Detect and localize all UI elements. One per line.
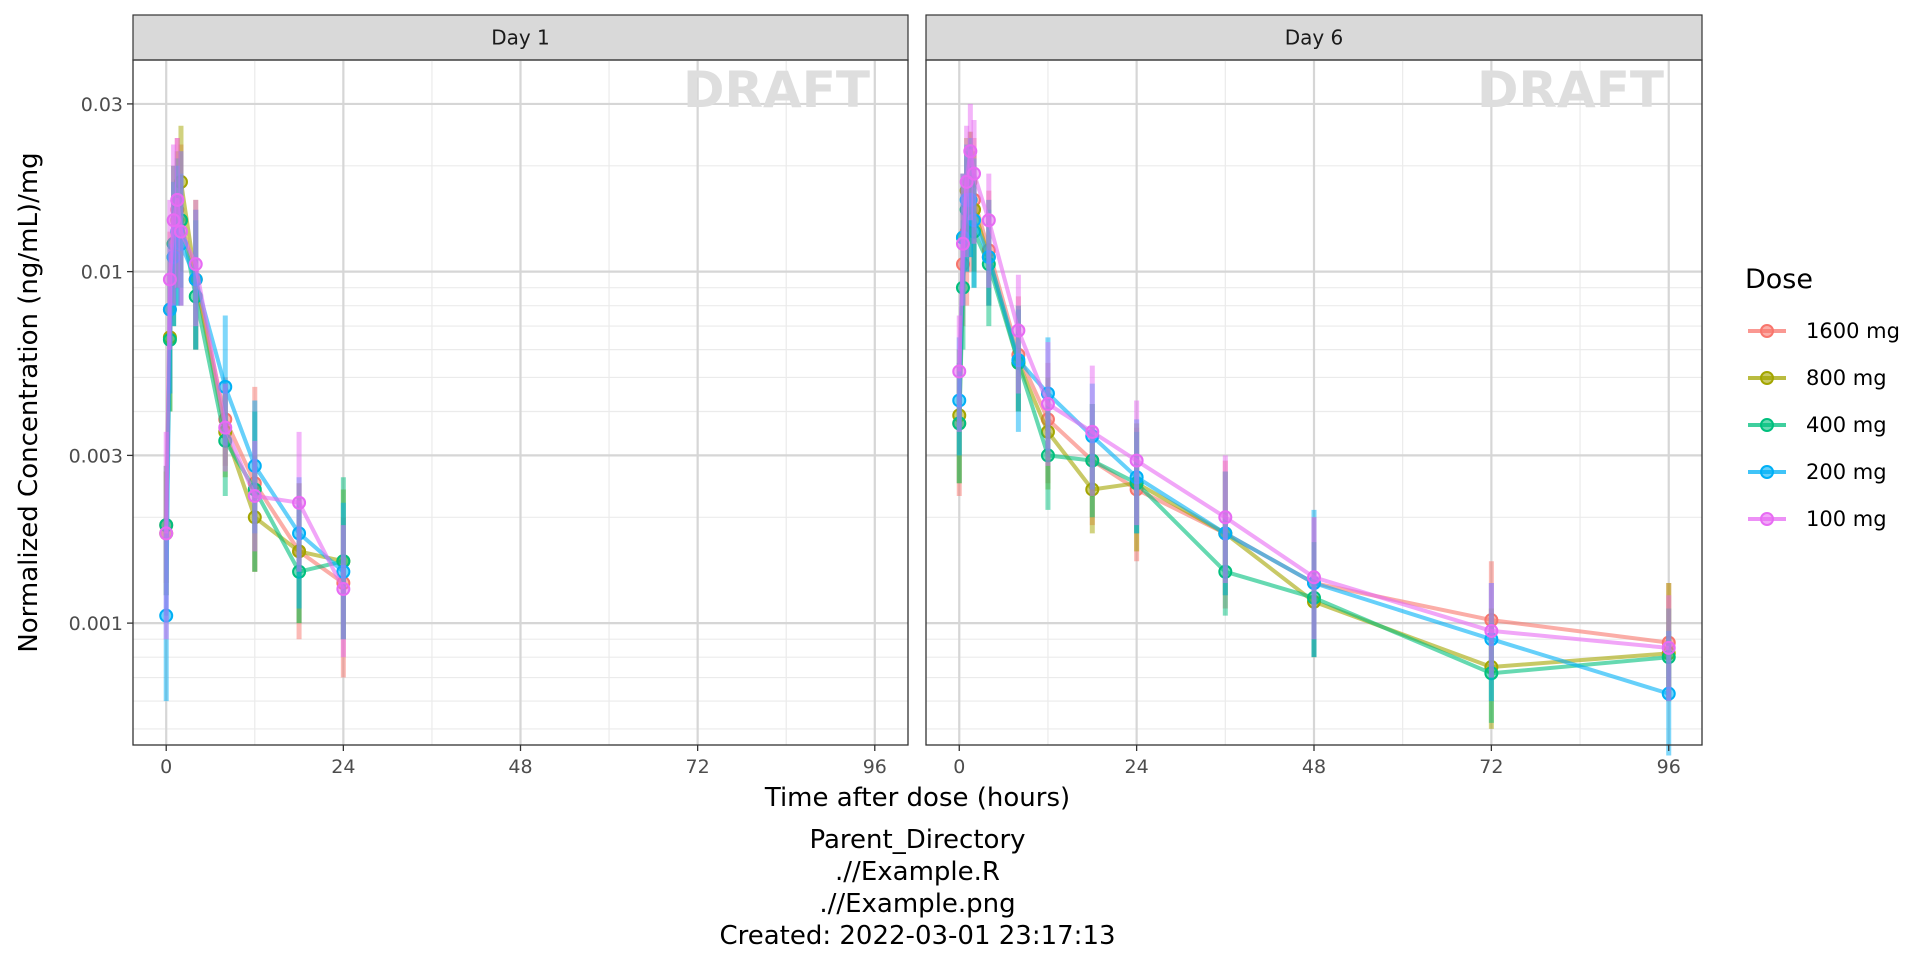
legend-title: Dose: [1745, 264, 1813, 295]
legend-key-point: [1760, 512, 1774, 526]
x-tick-label: 72: [686, 756, 710, 778]
legend-label: 800 mg: [1806, 366, 1887, 390]
y-tick-label: 0.001: [69, 613, 123, 635]
facet-strip-label: Day 6: [1285, 26, 1344, 50]
x-tick-label: 48: [508, 756, 532, 778]
data-point: [1484, 623, 1499, 638]
y-tick-label: 0.003: [69, 445, 123, 467]
facet-strip-label: Day 1: [491, 26, 550, 50]
gridlines: [133, 59, 908, 745]
facet-strip: [132, 14, 909, 61]
caption-line: Parent_Directory: [809, 825, 1025, 855]
facet-panel-1: Day 6 DRAFT 0 24 48 72 96: [925, 14, 1703, 778]
data-point: [218, 420, 233, 435]
series-100-mg: [952, 103, 1676, 702]
x-axis-title: Time after dose (hours): [764, 783, 1070, 813]
y-tick-label: 0.03: [81, 94, 123, 116]
series-100-mg: [159, 137, 351, 658]
caption-line: Created: 2022-03-01 23:17:13: [719, 921, 1115, 951]
y-tick-label: 0.01: [81, 262, 123, 284]
data-point: [247, 488, 262, 503]
data-point: [963, 144, 978, 159]
data-point: [981, 213, 996, 228]
x-tick-label: 48: [1302, 756, 1326, 778]
legend-label: 400 mg: [1806, 413, 1887, 437]
legend-key-point: [1760, 371, 1774, 385]
data-point: [1307, 570, 1321, 585]
data-point: [1129, 453, 1144, 468]
legend-item: 100 mg: [1748, 507, 1887, 531]
legend-key-point: [1760, 324, 1774, 338]
legend: Dose 1600 mg 800 mg 400 mg 200 mg 100 mg: [1745, 264, 1900, 531]
data-point: [1040, 397, 1055, 412]
caption-line: .//Example.png: [819, 889, 1015, 919]
legend-item: 1600 mg: [1748, 319, 1900, 343]
legend-label: 100 mg: [1806, 507, 1887, 531]
facet-strip: [925, 14, 1703, 61]
draft-watermark: DRAFT: [683, 61, 870, 119]
y-axis-title: Normalized Concentration (ng/mL)/mg: [14, 152, 44, 652]
data-point: [955, 236, 970, 251]
data-point: [173, 224, 188, 239]
x-tick-label: 24: [1125, 756, 1149, 778]
data-point: [1661, 640, 1676, 655]
caption-line: .//Example.R: [835, 857, 1000, 887]
legend-item: 800 mg: [1748, 366, 1887, 390]
draft-watermark: DRAFT: [1477, 61, 1664, 119]
data-point: [188, 257, 203, 272]
legend-item: 200 mg: [1748, 460, 1887, 484]
x-tick-label: 96: [863, 756, 887, 778]
data-point: [292, 495, 307, 510]
data-point: [1085, 424, 1100, 439]
x-tick-label: 24: [331, 756, 355, 778]
data-point: [1218, 510, 1233, 525]
x-tick-label: 72: [1479, 756, 1503, 778]
legend-key-point: [1760, 465, 1774, 479]
data-point: [967, 166, 982, 181]
data-point: [170, 192, 185, 207]
data-point: [166, 213, 181, 228]
legend-item: 400 mg: [1748, 413, 1887, 437]
facet-panel-0: Day 1 DRAFT 0 24 48 72 96 0.001 0.003 0.01 0.03: [69, 14, 909, 778]
legend-label: 200 mg: [1806, 460, 1887, 484]
series-line: [164, 197, 346, 590]
data-point: [952, 364, 967, 379]
legend-label: 1600 mg: [1806, 319, 1900, 343]
data-point: [162, 272, 177, 287]
legend-key-point: [1760, 418, 1774, 432]
data-point: [159, 526, 174, 541]
x-tick-label: 96: [1657, 756, 1681, 778]
data-point: [1011, 323, 1026, 338]
x-tick-label: 0: [160, 756, 172, 778]
data-point: [336, 582, 351, 597]
x-tick-label: 0: [953, 756, 965, 778]
